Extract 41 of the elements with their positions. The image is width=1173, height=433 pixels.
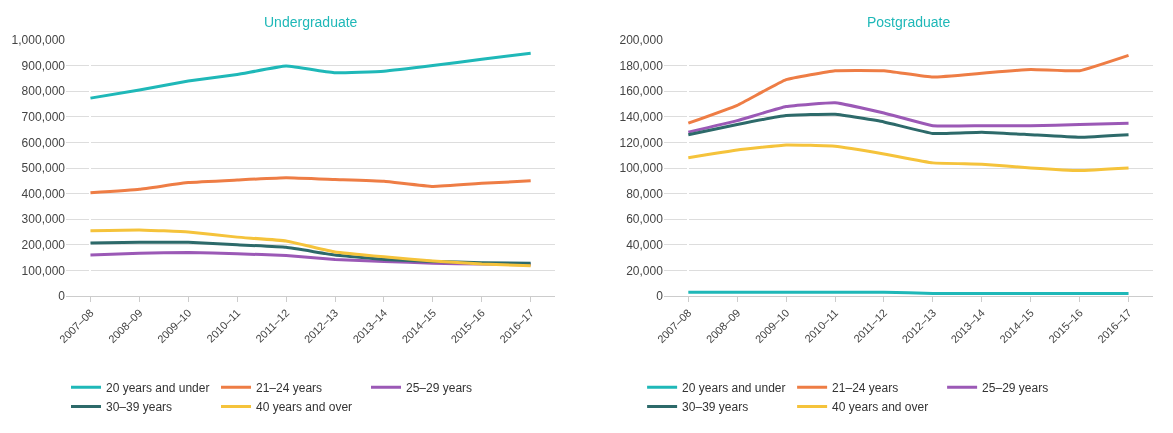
y-tick-label: 300,000 [21,212,66,227]
y-tick-label: 700,000 [21,110,66,124]
y-tick-label: 0 [58,289,66,304]
legend-label: 30–39 years [682,400,749,415]
y-tick-label: 60,000 [626,212,664,227]
line-series [686,112,1131,139]
y-tick-label: 400,000 [21,186,66,201]
line-series [686,143,1131,173]
line-series [686,53,1131,125]
y-tick-label: 500,000 [21,161,66,176]
chart-title: Undergraduate [264,14,358,30]
legend-label: 20 years and under [106,380,210,395]
y-tick-label: 20,000 [626,263,664,278]
y-tick-label: 100,000 [21,263,66,278]
y-tick-label: 40,000 [626,238,664,252]
y-tick-label: 800,000 [21,84,66,99]
legend-label: 25–29 years [406,380,473,395]
y-tick-label: 1,000,000 [11,33,66,48]
y-tick-label: 200,000 [619,33,664,48]
legend-label: 40 years and over [832,400,929,415]
legend-label: 21–24 years [256,380,323,395]
line-series [88,176,533,195]
y-tick-label: 180,000 [619,58,664,73]
chart-title: Postgraduate [867,14,951,30]
y-tick-label: 200,000 [21,238,66,252]
legend-label: 40 years and over [256,400,353,415]
line-series [88,51,533,100]
y-tick-label: 160,000 [619,84,664,99]
line-series [686,101,1131,134]
y-tick-label: 80,000 [626,186,664,201]
y-tick-label: 600,000 [21,135,66,150]
line-series [88,228,533,268]
legend-label: 30–39 years [106,400,173,415]
y-tick-label: 140,000 [619,110,664,124]
y-tick-label: 100,000 [619,161,664,176]
y-tick-label: 0 [656,289,664,304]
y-tick-label: 900,000 [21,58,66,73]
legend-label: 21–24 years [832,380,899,395]
legend-label: 20 years and under [682,380,786,395]
y-tick-label: 120,000 [619,135,664,150]
legend-label: 25–29 years [982,380,1049,395]
